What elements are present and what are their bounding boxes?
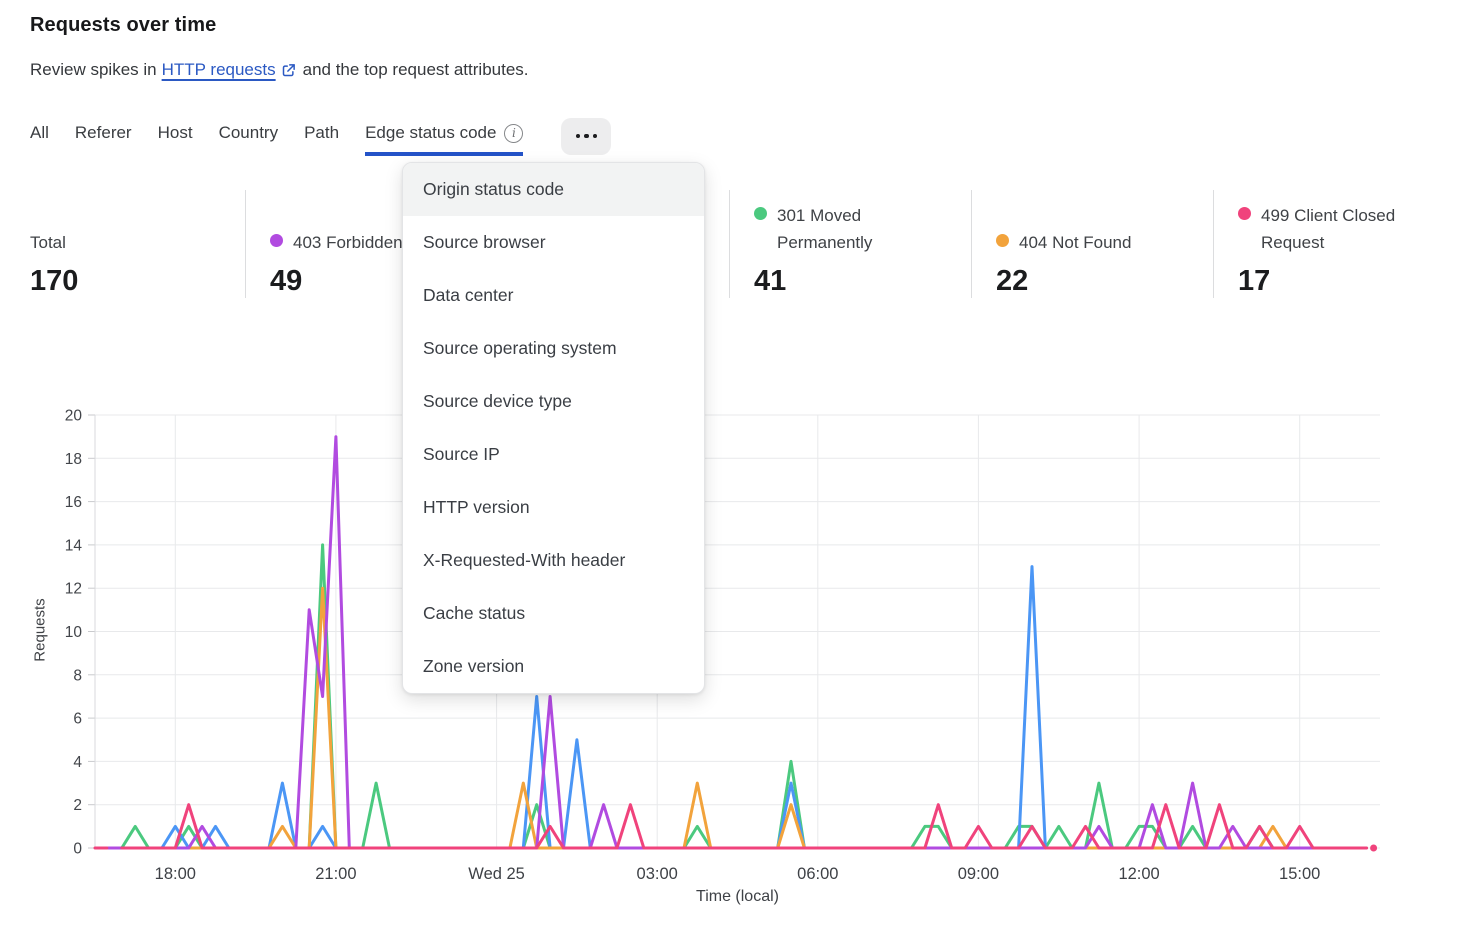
stat-301-label: 301 Moved Permanently	[777, 206, 873, 252]
x-axis-label: Time (local)	[696, 888, 779, 905]
stat-403-forbidden: 403 Forbidden 49	[245, 190, 487, 298]
svg-text:12:00: 12:00	[1118, 865, 1159, 883]
menu-item-cache-status[interactable]: Cache status	[423, 603, 526, 623]
stat-499-value: 17	[1238, 265, 1271, 297]
page-title: Requests over time	[30, 14, 217, 36]
svg-text:20: 20	[65, 408, 83, 425]
tab-path[interactable]: Path	[304, 123, 340, 142]
stat-404-label: 404 Not Found	[1019, 232, 1132, 252]
svg-text:10: 10	[65, 624, 83, 641]
stat-404-not-found: 404 Not Found 22	[971, 190, 1213, 298]
menu-item-zone-version[interactable]: Zone version	[423, 656, 525, 676]
svg-text:03:00: 03:00	[637, 865, 678, 883]
svg-text:18:00: 18:00	[155, 865, 196, 883]
stat-499-label: 499 Client Closed Request	[1261, 206, 1396, 252]
svg-text:16: 16	[65, 494, 82, 511]
menu-item-origin-status-code[interactable]: Origin status code	[403, 163, 704, 216]
legend-dot-403	[270, 233, 283, 247]
menu-item-source-ip[interactable]: Source IP	[423, 444, 500, 464]
stat-total-label: Total	[30, 232, 66, 252]
stat-403-label: 403 Forbidden	[293, 232, 403, 252]
svg-text:0: 0	[73, 841, 82, 858]
svg-text:18: 18	[65, 451, 82, 468]
svg-text:12: 12	[65, 581, 82, 598]
menu-item-x-requested-with-header[interactable]: X-Requested-With header	[423, 550, 626, 570]
tab-host[interactable]: Host	[157, 123, 193, 142]
tab-bar: All Referer Host Country Path Edge statu…	[30, 116, 612, 156]
attribute-dropdown-menu: Origin status code Source browser Data c…	[402, 162, 705, 694]
subtitle-suffix: and the top request attributes.	[302, 60, 529, 79]
stat-total: Total 170	[30, 190, 245, 298]
stat-301-value: 41	[754, 265, 787, 297]
menu-item-http-version[interactable]: HTTP version	[423, 497, 530, 517]
http-requests-link[interactable]: HTTP requests	[161, 60, 276, 79]
menu-item-data-center[interactable]: Data center	[423, 285, 514, 305]
info-icon[interactable]: i	[504, 123, 524, 143]
tab-edge-status-code-label: Edge status code	[365, 123, 497, 142]
svg-text:06:00: 06:00	[797, 865, 838, 883]
svg-text:2: 2	[73, 797, 82, 814]
stat-403-value: 49	[270, 265, 303, 297]
legend-dot-404	[996, 233, 1009, 247]
stat-301-moved-permanently: 301 Moved Permanently 41	[729, 190, 971, 298]
tab-country[interactable]: Country	[218, 123, 279, 142]
svg-text:15:00: 15:00	[1279, 865, 1320, 883]
legend-dot-499	[1238, 207, 1251, 221]
svg-text:09:00: 09:00	[958, 865, 999, 883]
svg-text:6: 6	[73, 711, 82, 728]
legend-dot-301	[754, 207, 767, 221]
menu-item-source-browser[interactable]: Source browser	[423, 232, 546, 252]
stat-499-client-closed-request: 499 Client Closed Request 17	[1213, 190, 1455, 298]
menu-item-source-operating-system[interactable]: Source operating system	[423, 338, 617, 358]
stat-404-value: 22	[996, 265, 1029, 297]
stat-total-value: 170	[30, 265, 79, 297]
tab-all[interactable]: All	[30, 123, 49, 142]
stats-row: Total 170 403 Forbidden 49 301 Moved Per…	[30, 190, 1455, 298]
menu-item-source-device-type[interactable]: Source device type	[423, 391, 572, 411]
ellipsis-icon	[575, 133, 581, 139]
tab-referer[interactable]: Referer	[74, 123, 132, 142]
requests-chart[interactable]: 0 2 4 6 8 10 12 14 16 18 20 18:00 21:00 Wed 25 03:00 06…	[0, 400, 1420, 920]
svg-text:8: 8	[73, 667, 82, 684]
subtitle: Review spikes in HTTP requests and the t…	[30, 60, 529, 80]
tab-edge-status-code[interactable]: Edge status code i	[365, 116, 524, 156]
svg-text:14: 14	[65, 537, 83, 554]
svg-text:4: 4	[73, 754, 82, 771]
more-attributes-button[interactable]	[561, 117, 612, 155]
external-link-icon	[281, 63, 296, 78]
svg-text:Wed 25: Wed 25	[468, 865, 525, 883]
svg-text:21:00: 21:00	[315, 865, 356, 883]
subtitle-prefix: Review spikes in	[30, 60, 157, 79]
